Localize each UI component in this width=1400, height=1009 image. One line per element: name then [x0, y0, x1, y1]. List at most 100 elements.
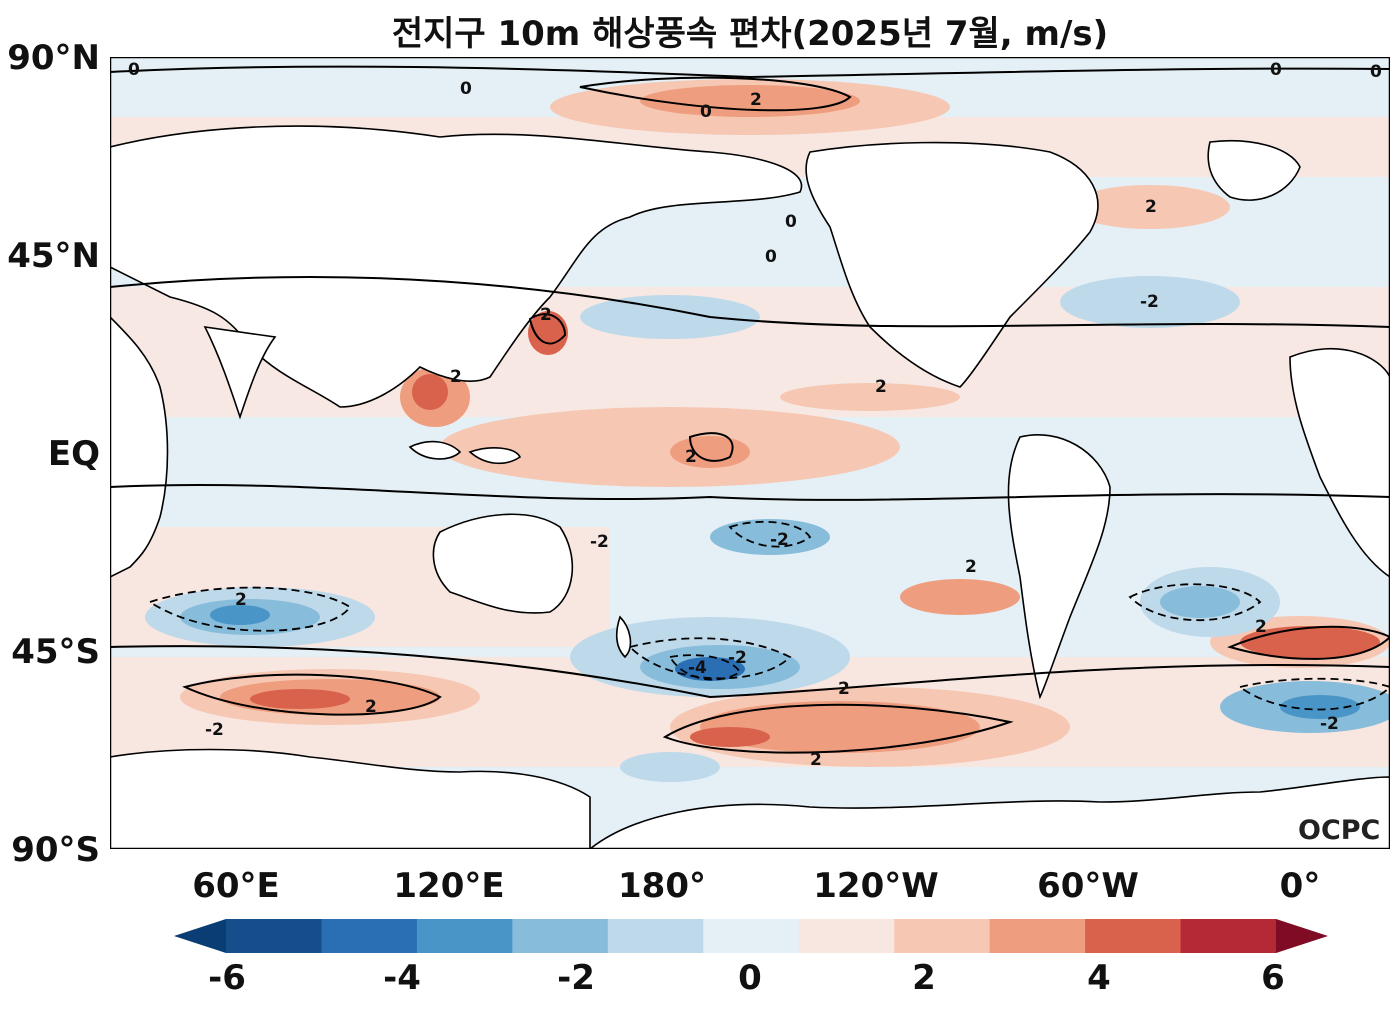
- contour-label: 0: [785, 212, 797, 232]
- lat-label-90n: 90°N: [7, 38, 100, 78]
- colorbar-segment: [798, 919, 895, 953]
- contour-label: 2: [810, 750, 822, 770]
- colorbar-label: -4: [383, 958, 421, 998]
- contour-line-zero: [110, 65, 1390, 79]
- contour-line-minus-four: [668, 654, 742, 681]
- contour-label: 2: [838, 679, 850, 699]
- island-landmass: [408, 440, 462, 460]
- contour-label: 0: [1370, 62, 1382, 82]
- new-zealand-landmass: [615, 615, 632, 659]
- contour-label: 2: [750, 90, 762, 110]
- contour-line-zero: [110, 483, 1390, 501]
- anomaly-patch: [528, 311, 568, 355]
- colorbar-label: -6: [208, 958, 246, 998]
- contour-label: 0: [1270, 60, 1282, 80]
- colorbar: [174, 919, 1328, 953]
- contour-label: 2: [965, 557, 977, 577]
- contour-label: 2: [685, 447, 697, 467]
- contour-label: 2: [365, 697, 377, 717]
- contour-line-zero: [110, 276, 1390, 328]
- map-frame: [110, 57, 1390, 849]
- contour-label: 0: [700, 102, 712, 122]
- colorbar-segment: [1180, 919, 1277, 953]
- lon-label-60w: 60°W: [1037, 866, 1139, 906]
- greenland-landmass: [1207, 139, 1301, 201]
- anomaly-patch: [1280, 695, 1360, 719]
- colorbar-label: 6: [1261, 958, 1285, 998]
- anomaly-patch: [440, 407, 900, 487]
- anomaly-patch: [780, 383, 960, 411]
- contour-line-two: [528, 313, 567, 345]
- anomaly-patch: [700, 701, 980, 753]
- contour-label: 2: [1145, 197, 1157, 217]
- colorbar-segment: [226, 919, 322, 953]
- map-title: 전지구 10m 해상풍속 편차(2025년 7월, m/s): [391, 14, 1109, 54]
- anomaly-patch: [1240, 626, 1380, 658]
- contour-label-group: 0 0 2 0 0 0 0 0 2 2 2 2 2 -2 2 -2 -2 -4 …: [128, 60, 1382, 770]
- anomaly-patch: [210, 605, 270, 625]
- global-wind-anomaly-map: 0 0 2 0 0 0 0 0 2 2 2 2 2 -2 2 -2 -2 -4 …: [110, 57, 1390, 849]
- colorbar-extend-min: [174, 919, 226, 953]
- island-landmass: [468, 447, 522, 465]
- contour-label: 2: [1255, 617, 1267, 637]
- lat-label-45n: 45°N: [7, 236, 100, 276]
- contour-label: -2: [1320, 714, 1339, 734]
- india-landmass: [203, 325, 277, 420]
- contour-label: -2: [770, 530, 789, 550]
- anomaly-patch: [250, 689, 350, 709]
- colorbar-label: 4: [1087, 958, 1111, 998]
- contour-label: 2: [235, 590, 247, 610]
- anomaly-patch: [580, 295, 760, 339]
- contour-line-two: [182, 673, 442, 716]
- map-canvas: 0 0 2 0 0 0 0 0 2 2 2 2 2 -2 2 -2 -2 -4 …: [110, 57, 1390, 849]
- negative-contours: [147, 520, 1390, 711]
- anomaly-patch: [1060, 276, 1240, 328]
- lon-label-120e: 120°E: [393, 866, 505, 906]
- contour-line-minus-two: [147, 586, 352, 632]
- contour-label: -2: [590, 532, 609, 552]
- lon-label-0: 0°: [1279, 866, 1321, 906]
- colorbar-label: 0: [738, 958, 762, 998]
- contour-line-minus-two: [628, 637, 792, 680]
- africa-east-landmass: [110, 315, 169, 578]
- lon-label-180: 180°: [618, 866, 706, 906]
- lat-label-90s: 90°S: [11, 830, 100, 870]
- colorbar-segment: [416, 919, 513, 953]
- contour-line-two: [579, 76, 852, 112]
- antarctica-landmass: [588, 776, 1390, 849]
- anomaly-patch: [620, 752, 720, 782]
- colorbar-label: -2: [557, 958, 595, 998]
- contour-line-minus-two: [728, 520, 812, 548]
- lon-label-60e: 60°E: [192, 866, 280, 906]
- africa-west-landmass: [1289, 347, 1390, 578]
- anomaly-patch: [1070, 185, 1230, 229]
- ocpc-logo: OCPC: [1298, 815, 1381, 846]
- contour-line-two: [688, 432, 734, 462]
- contour-line-zero: [110, 645, 1390, 699]
- colorbar-segment: [1085, 919, 1182, 953]
- contour-label: 0: [128, 60, 140, 80]
- australia-landmass: [432, 513, 574, 614]
- contour-line-two: [662, 703, 1014, 754]
- contour-label: -4: [688, 658, 707, 678]
- colorbar-label: 2: [912, 958, 936, 998]
- lat-label-eq: EQ: [47, 434, 100, 474]
- antarctica-landmass-west: [110, 748, 591, 849]
- contour-label: 2: [450, 367, 462, 387]
- contour-lines: [110, 65, 1390, 754]
- contour-label: 0: [460, 79, 472, 99]
- colorbar-svg: [174, 919, 1328, 953]
- colorbar-segment: [321, 919, 418, 953]
- anomaly-patch: [412, 374, 448, 410]
- contour-label: -2: [205, 720, 224, 740]
- colorbar-segment: [703, 919, 800, 953]
- contour-label: 0: [765, 247, 777, 267]
- colorbar-segment: [894, 919, 991, 953]
- lon-label-120w: 120°W: [813, 866, 939, 906]
- colorbar-extend-max: [1276, 919, 1328, 953]
- contour-label: -2: [1140, 292, 1159, 312]
- colorbar-segment: [989, 919, 1086, 953]
- anomaly-patch: [670, 436, 750, 468]
- anomaly-patch: [1160, 586, 1240, 618]
- anomaly-patch: [900, 579, 1020, 615]
